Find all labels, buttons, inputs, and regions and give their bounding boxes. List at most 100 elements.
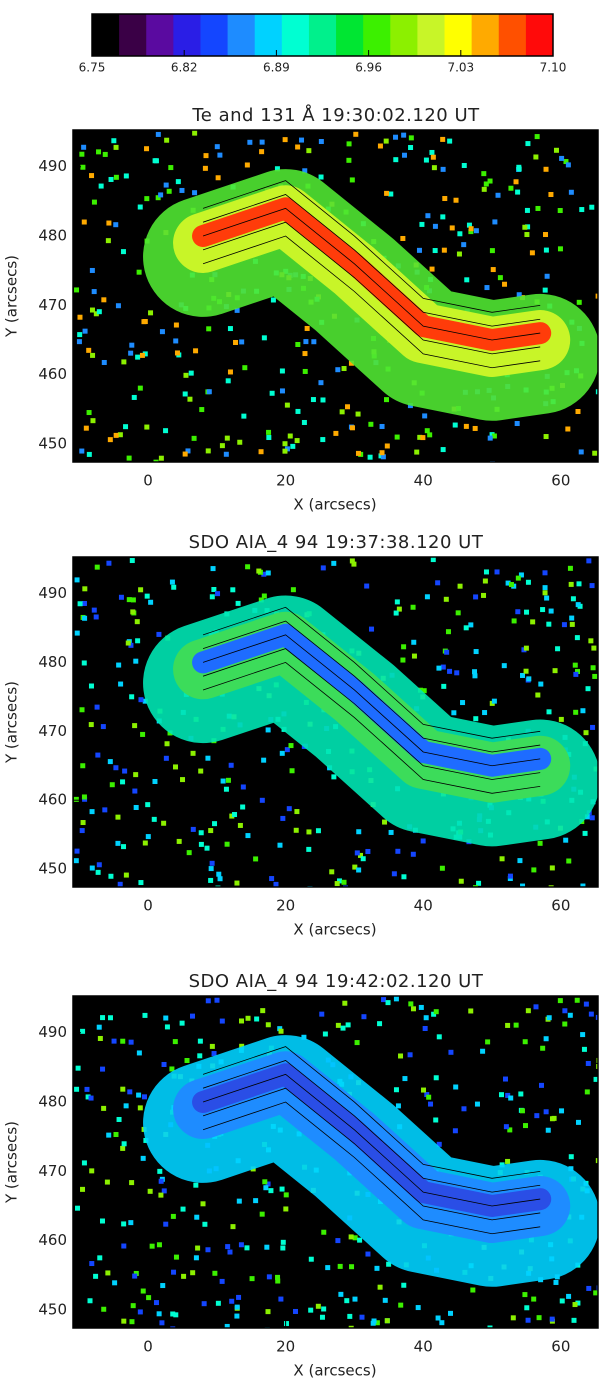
speckle [237, 822, 243, 828]
speckle [284, 402, 290, 408]
speckle [572, 662, 578, 668]
speckle [595, 1014, 598, 1020]
speckle [352, 864, 358, 870]
image-map [73, 130, 598, 462]
speckle [420, 838, 426, 844]
speckle [174, 350, 180, 356]
speckle [88, 1095, 94, 1101]
speckle [401, 874, 407, 880]
speckle [84, 1086, 90, 1092]
speckle [153, 459, 159, 462]
speckle [526, 676, 532, 682]
speckle [184, 1058, 190, 1064]
speckle [424, 594, 430, 600]
speckle [335, 1022, 341, 1028]
speckle [266, 429, 272, 435]
speckle [163, 1015, 169, 1021]
speckle [423, 157, 429, 163]
image-map [73, 996, 598, 1328]
speckle [82, 328, 88, 334]
speckle [508, 185, 514, 191]
speckle [155, 131, 161, 137]
speckle [106, 220, 112, 226]
speckle [294, 438, 300, 444]
y-tick-label: 470 [38, 722, 67, 740]
speckle [229, 1298, 235, 1304]
speckle [545, 1127, 551, 1133]
speckle [408, 1001, 414, 1007]
speckle [279, 1186, 285, 1192]
speckle [548, 191, 554, 197]
speckle [415, 1305, 421, 1311]
speckle [155, 195, 161, 201]
x-axis-label: X (arcsecs) [293, 921, 376, 939]
speckle [261, 571, 267, 577]
speckle [596, 1063, 598, 1069]
speckle [580, 1032, 586, 1038]
speckle [123, 173, 129, 179]
speckle [543, 232, 549, 238]
speckle [240, 804, 246, 810]
speckle [83, 425, 89, 431]
speckle [85, 1094, 91, 1100]
speckle [476, 880, 482, 886]
speckle [472, 425, 478, 431]
speckle [351, 561, 357, 567]
speckle [74, 848, 80, 854]
speckle [311, 339, 317, 345]
speckle [573, 671, 579, 677]
speckle [543, 1109, 549, 1115]
speckle [265, 570, 271, 576]
map-content [73, 996, 598, 1328]
speckle [192, 190, 198, 196]
y-tick-label: 480 [38, 1093, 67, 1111]
speckle [225, 1244, 231, 1250]
speckle [208, 866, 214, 872]
speckle [229, 813, 235, 819]
y-tick-label: 450 [38, 434, 67, 452]
speckle [420, 435, 426, 441]
speckle [365, 1251, 371, 1257]
speckle [524, 232, 530, 238]
speckle [113, 432, 119, 438]
speckle [94, 564, 100, 570]
speckle [592, 450, 598, 456]
speckle [348, 360, 354, 366]
speckle [481, 171, 487, 177]
speckle [259, 149, 265, 155]
speckle [318, 174, 324, 180]
speckle [156, 1311, 162, 1317]
speckle [118, 594, 124, 600]
speckle [453, 1084, 459, 1090]
speckle [288, 743, 294, 749]
speckle [278, 1028, 284, 1034]
speckle [553, 1279, 559, 1285]
speckle [89, 307, 95, 313]
speckle [400, 235, 406, 241]
tick-label: 6.89 [263, 61, 290, 75]
speckle [319, 1011, 325, 1017]
speckle [344, 1298, 350, 1304]
speckle [244, 162, 250, 168]
speckle [212, 821, 218, 827]
speckle [237, 439, 243, 445]
speckle [361, 1014, 367, 1020]
speckle [290, 443, 296, 449]
speckle [595, 293, 598, 299]
speckle [421, 1087, 427, 1093]
speckle [89, 1168, 95, 1174]
map-content [73, 130, 598, 462]
speckle [275, 1278, 281, 1284]
speckle [173, 338, 179, 344]
speckle [381, 997, 387, 1003]
speckle [531, 1296, 537, 1302]
speckle [551, 1115, 557, 1121]
speckle [176, 838, 182, 844]
tick-label: 6.96 [355, 61, 382, 75]
speckle [223, 451, 229, 457]
speckle [348, 1234, 354, 1240]
x-tick-label: 20 [276, 472, 295, 490]
speckle [105, 238, 111, 244]
speckle [384, 190, 390, 196]
speckle [208, 877, 214, 883]
